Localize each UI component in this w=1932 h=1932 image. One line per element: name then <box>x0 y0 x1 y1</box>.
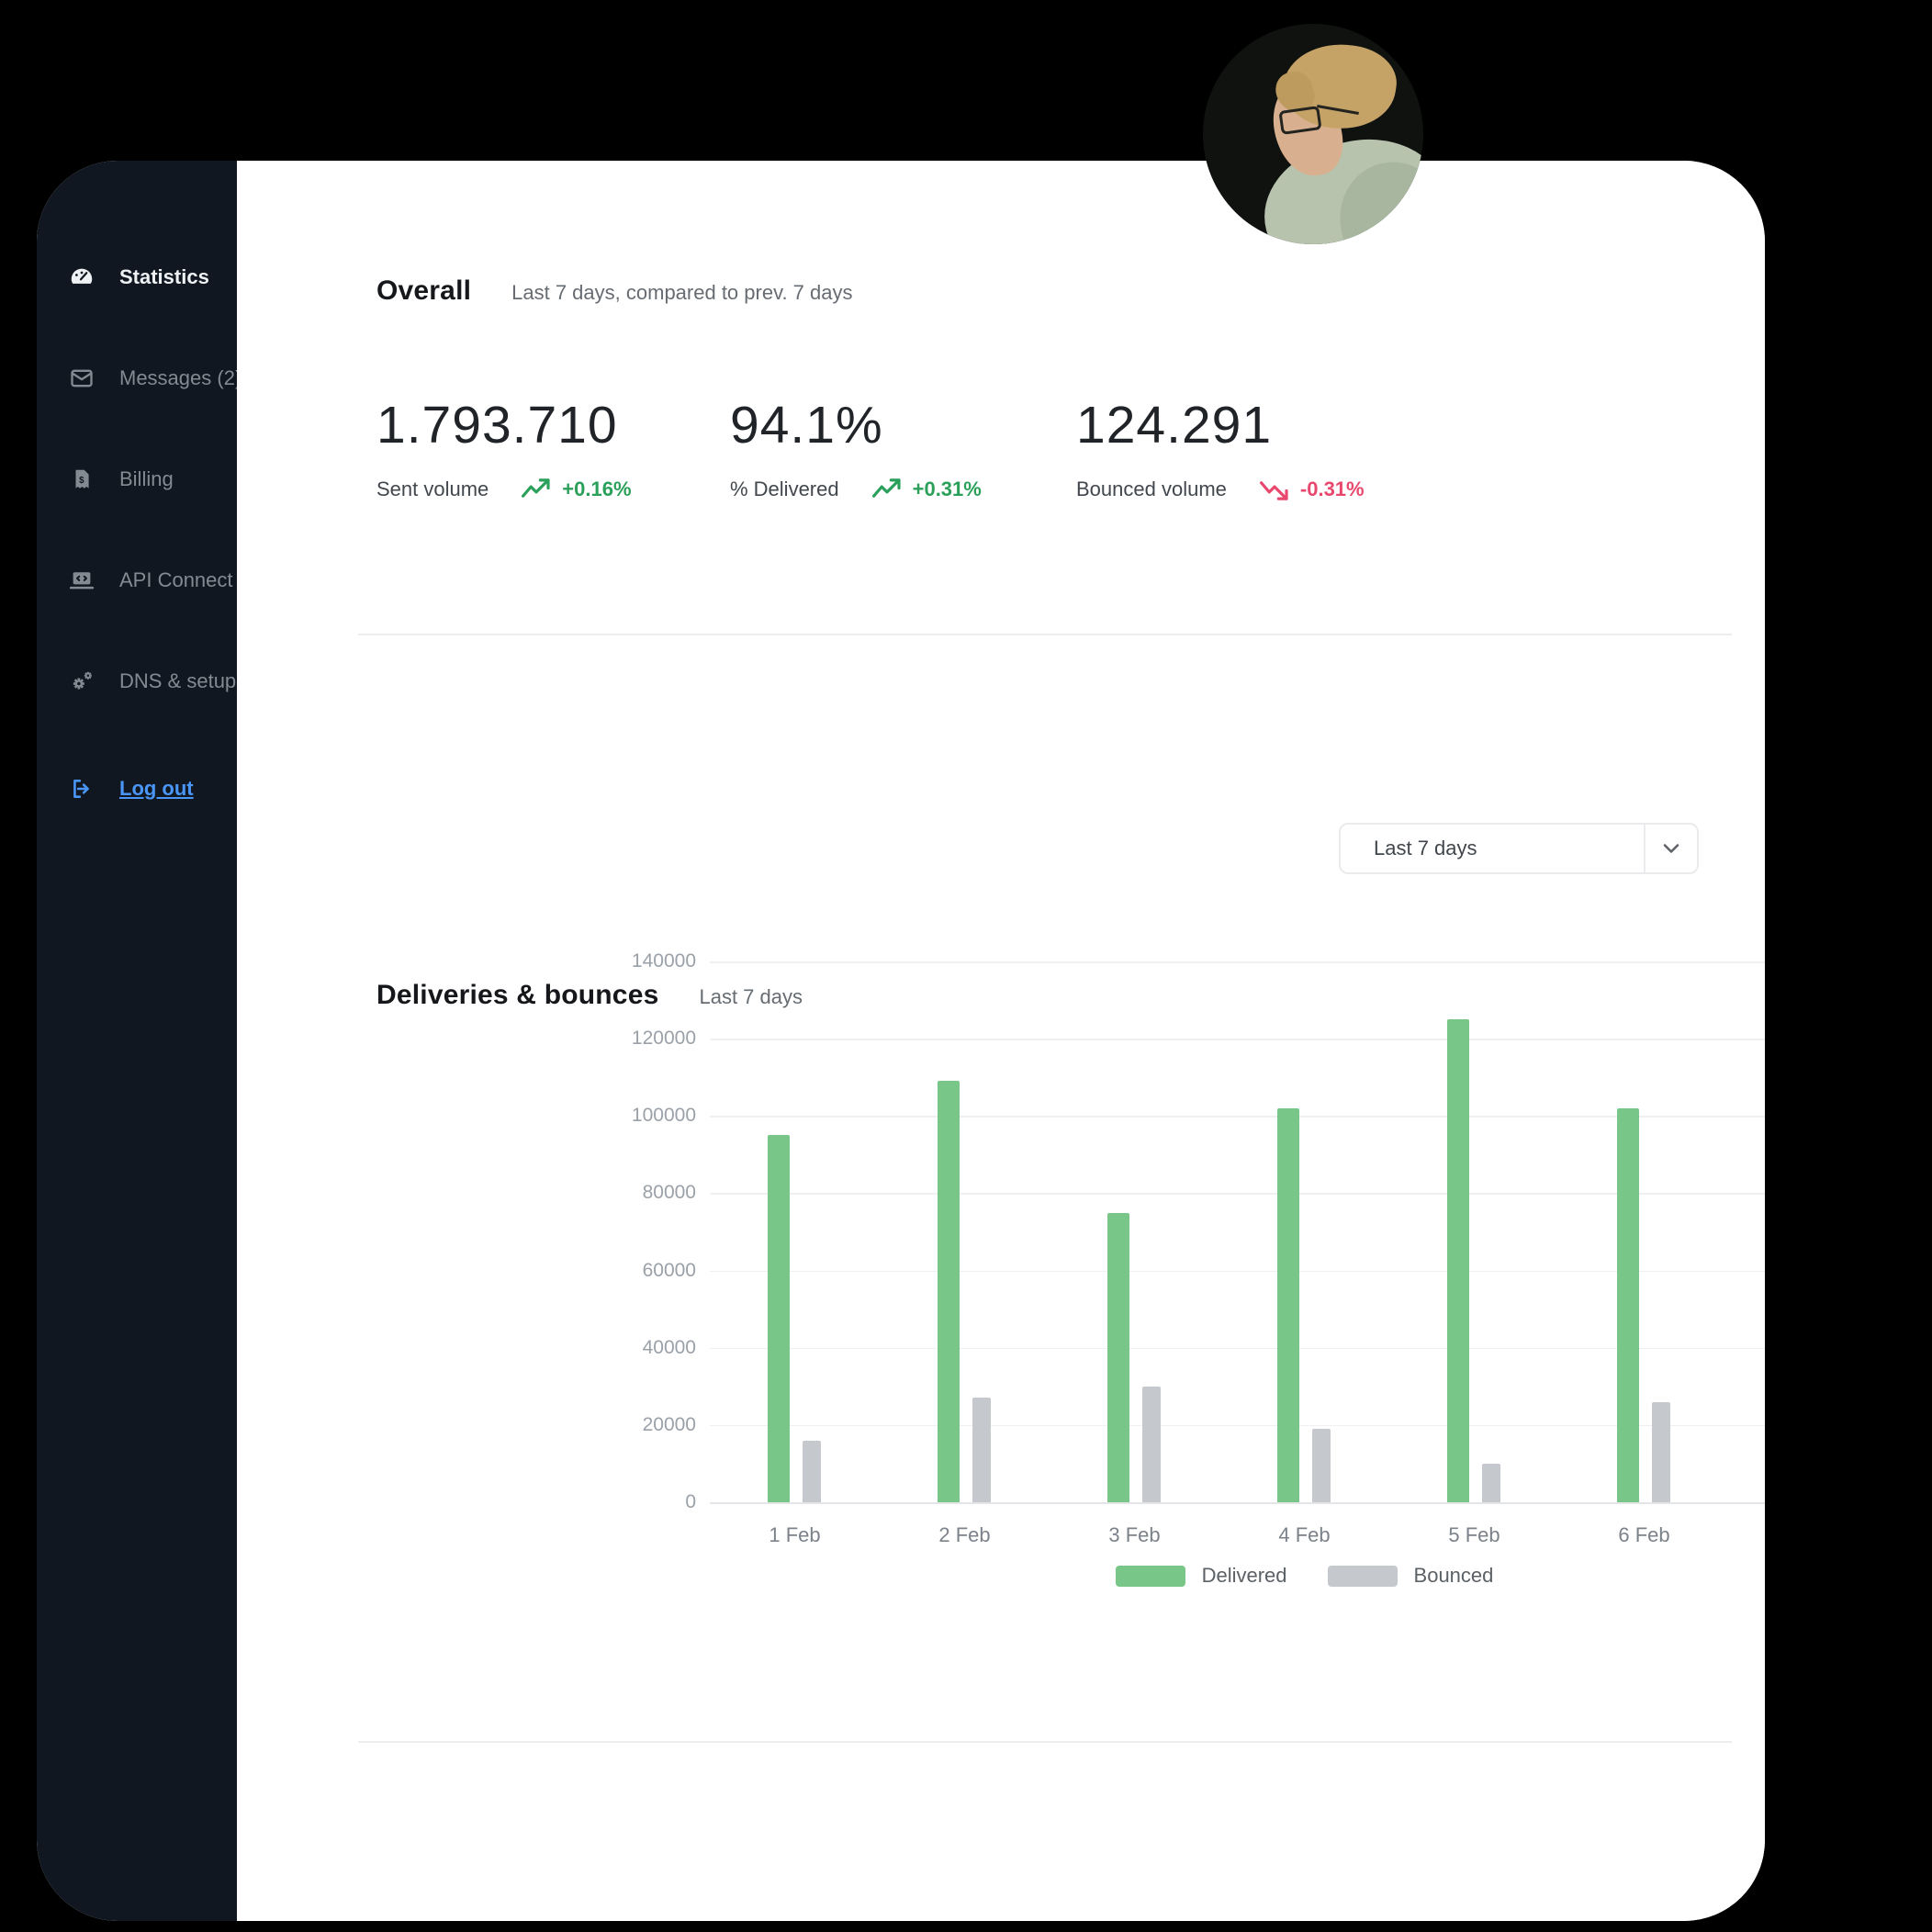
gridline <box>710 1116 1765 1118</box>
trend-badge: +0.31% <box>871 477 982 501</box>
bar-delivered-1-feb <box>767 1135 790 1502</box>
stat-sent-volume: 1.793.710 Sent volume +0.16% <box>376 395 632 501</box>
x-axis-label: 5 Feb <box>1448 1523 1500 1546</box>
y-axis-label: 100000 <box>631 1105 696 1127</box>
gridline <box>710 961 1765 963</box>
overall-title: Overall <box>376 275 472 306</box>
gridline <box>710 1039 1765 1040</box>
sidebar-item-statistics[interactable]: Statistics <box>68 257 209 298</box>
trend-up-icon <box>522 478 550 498</box>
x-axis-label: 3 Feb <box>1108 1523 1161 1546</box>
dropdown-value: Last 7 days <box>1374 837 1477 859</box>
bar-bounced-5-feb <box>1481 1463 1500 1502</box>
chart-plot-area <box>710 961 1765 1504</box>
sidebar: Statistics Messages (2) $ Billing API Connec… <box>37 161 242 1921</box>
x-axis-label: 6 Feb <box>1618 1523 1670 1546</box>
sidebar-item-dns-setup[interactable]: DNS & setup <box>68 661 236 702</box>
dropdown-separator <box>1644 825 1646 872</box>
gridline <box>710 1502 1765 1504</box>
logout-icon <box>68 775 95 803</box>
sidebar-item-label: API Connect <box>119 568 233 591</box>
receipt-icon: $ <box>68 466 95 493</box>
bar-delivered-2-feb <box>937 1081 960 1502</box>
gridline <box>710 1270 1765 1273</box>
x-axis-label: 1 Feb <box>769 1523 821 1546</box>
deliveries-range-dropdown[interactable]: Last 7 days <box>1339 823 1699 874</box>
stat-value: 1.793.710 <box>376 396 618 455</box>
deliveries-title: Deliveries & bounces <box>376 980 659 1010</box>
y-axis-label: 20000 <box>642 1413 696 1435</box>
y-axis-label: 80000 <box>642 1182 696 1204</box>
envelope-icon <box>68 365 95 392</box>
stat-label: Bounced volume <box>1076 477 1227 500</box>
stat-value: 124.291 <box>1076 396 1273 455</box>
section-divider <box>358 634 1732 635</box>
gridline <box>710 1424 1765 1427</box>
legend-swatch <box>1327 1565 1398 1587</box>
bar-delivered-3-feb <box>1106 1212 1129 1502</box>
sidebar-item-messages-2[interactable]: Messages (2) <box>68 358 242 399</box>
stat-pct-delivered: 94.1% % Delivered +0.31% <box>730 395 982 501</box>
bar-bounced-3-feb <box>1141 1386 1161 1502</box>
stat-bounced-volume: 124.291 Bounced volume -0.31% <box>1076 395 1365 501</box>
logout-link[interactable]: Log out <box>68 769 194 809</box>
x-axis-label: 4 Feb <box>1278 1523 1331 1546</box>
main-content: Overall Last 7 days, compared to prev. 7… <box>237 161 1765 1921</box>
sidebar-item-label: Messages (2) <box>119 366 242 389</box>
section-divider <box>358 1741 1732 1743</box>
legend-label: Bounced <box>1413 1564 1494 1587</box>
sidebar-item-billing[interactable]: $ Billing <box>68 459 174 500</box>
x-axis-label: 7 Feb <box>1750 1523 1766 1547</box>
stat-label: Sent volume <box>376 477 489 500</box>
trend-badge: +0.16% <box>520 477 632 501</box>
app-window: Statistics Messages (2) $ Billing API Connec… <box>37 161 1765 1921</box>
sidebar-item-label: Billing <box>119 467 174 490</box>
svg-text:$: $ <box>79 476 84 486</box>
trend-down-icon <box>1259 481 1288 500</box>
x-axis-label: 2 Feb <box>938 1523 991 1546</box>
overall-header: Overall Last 7 days, compared to prev. 7… <box>376 275 853 307</box>
legend-item-delivered: Delivered <box>1115 1564 1287 1588</box>
legend-item-bounced: Bounced <box>1327 1564 1494 1588</box>
legend-swatch <box>1115 1565 1185 1587</box>
logout-label: Log out <box>119 777 194 800</box>
user-avatar[interactable] <box>1203 24 1423 244</box>
chart-legend: Delivered Bounced <box>710 1564 1765 1588</box>
y-axis-label: 120000 <box>631 1028 696 1050</box>
y-axis-label: 0 <box>685 1491 696 1512</box>
sidebar-item-api-connect[interactable]: API Connect <box>68 560 233 601</box>
trend-up-icon <box>871 478 901 498</box>
sidebar-item-label: DNS & setup <box>119 669 237 692</box>
y-axis-label: 140000 <box>631 950 696 972</box>
laptop-code-icon <box>68 567 95 594</box>
y-axis-label: 60000 <box>642 1259 696 1281</box>
bar-bounced-4-feb <box>1311 1429 1331 1502</box>
gauge-icon <box>68 264 95 291</box>
bar-bounced-2-feb <box>972 1398 991 1502</box>
bar-delivered-5-feb <box>1446 1019 1469 1502</box>
deliveries-subtitle: Last 7 days <box>699 985 803 1008</box>
legend-label: Delivered <box>1201 1564 1287 1587</box>
bar-bounced-6-feb <box>1651 1401 1670 1502</box>
chevron-down-icon <box>1646 842 1697 855</box>
gridline <box>710 1347 1765 1350</box>
trend-badge: -0.31% <box>1258 477 1365 501</box>
bar-delivered-4-feb <box>1276 1107 1299 1502</box>
stat-value: 94.1% <box>730 396 883 455</box>
deliveries-header: Deliveries & bounces Last 7 days <box>376 980 803 1011</box>
sidebar-item-label: Statistics <box>119 265 209 288</box>
bar-bounced-1-feb <box>802 1440 821 1502</box>
gridline <box>710 1193 1765 1195</box>
y-axis-label: 40000 <box>642 1336 696 1358</box>
gears-icon <box>68 668 95 695</box>
bar-delivered-6-feb <box>1616 1107 1639 1502</box>
overall-subtitle: Last 7 days, compared to prev. 7 days <box>511 281 853 304</box>
stat-label: % Delivered <box>730 477 839 500</box>
